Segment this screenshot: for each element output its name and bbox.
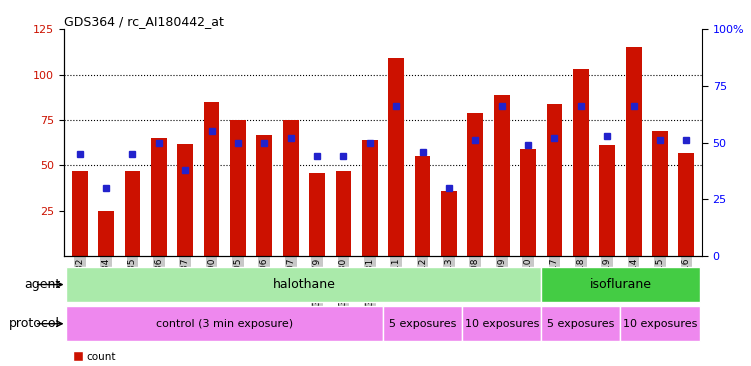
Bar bbox=[283, 120, 299, 256]
Text: control (3 min exposure): control (3 min exposure) bbox=[156, 319, 294, 329]
Legend: count, percentile rank within the sample: count, percentile rank within the sample bbox=[69, 347, 267, 366]
Bar bbox=[652, 131, 668, 256]
Bar bbox=[547, 104, 562, 256]
Text: isoflurane: isoflurane bbox=[590, 278, 651, 291]
Bar bbox=[125, 171, 140, 256]
Bar bbox=[678, 153, 694, 256]
Text: 10 exposures: 10 exposures bbox=[465, 319, 539, 329]
Bar bbox=[383, 306, 462, 341]
Bar bbox=[336, 171, 351, 256]
Bar bbox=[541, 267, 699, 302]
Bar bbox=[441, 191, 457, 256]
Bar bbox=[494, 95, 510, 256]
Bar bbox=[256, 135, 272, 256]
Bar bbox=[573, 69, 589, 256]
Bar bbox=[151, 138, 167, 256]
Bar bbox=[67, 267, 541, 302]
Bar bbox=[309, 173, 325, 256]
Bar bbox=[72, 171, 88, 256]
Bar bbox=[362, 140, 378, 256]
Bar bbox=[415, 156, 430, 256]
Bar bbox=[388, 58, 404, 256]
Bar bbox=[67, 306, 383, 341]
Bar bbox=[230, 120, 246, 256]
Bar bbox=[620, 306, 699, 341]
Text: 10 exposures: 10 exposures bbox=[623, 319, 697, 329]
Text: 5 exposures: 5 exposures bbox=[547, 319, 614, 329]
Text: 5 exposures: 5 exposures bbox=[389, 319, 457, 329]
Bar bbox=[177, 143, 193, 256]
Bar bbox=[599, 145, 615, 256]
Bar bbox=[467, 113, 483, 256]
Bar bbox=[98, 211, 114, 256]
Bar bbox=[462, 306, 541, 341]
Text: halothane: halothane bbox=[273, 278, 335, 291]
Text: protocol: protocol bbox=[9, 317, 60, 330]
Bar bbox=[520, 149, 536, 256]
Bar bbox=[541, 306, 620, 341]
Text: GDS364 / rc_AI180442_at: GDS364 / rc_AI180442_at bbox=[64, 15, 224, 28]
Bar bbox=[204, 102, 219, 256]
Text: agent: agent bbox=[24, 278, 60, 291]
Bar bbox=[626, 48, 641, 256]
